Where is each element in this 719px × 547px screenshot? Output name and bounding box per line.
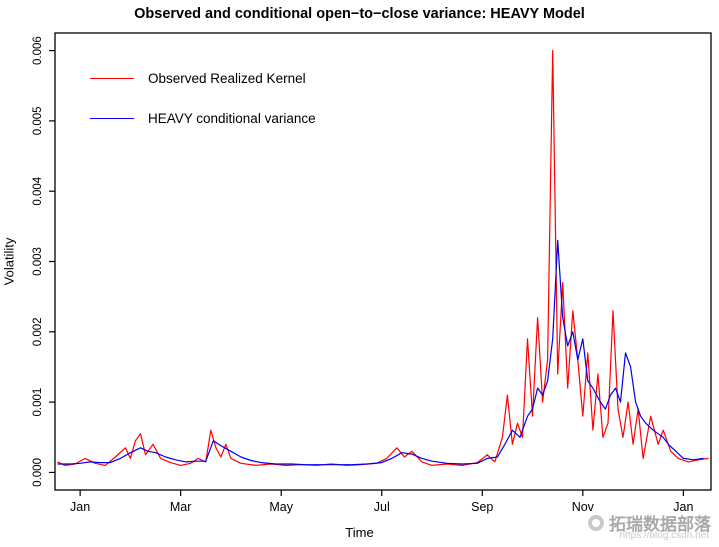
x-tick-label: Nov [572,500,595,514]
x-tick-label: May [269,500,293,514]
legend: Observed Realized Kernel HEAVY condition… [90,66,316,146]
x-tick-label: Jan [673,500,693,514]
y-tick-label: 0.001 [32,388,44,417]
x-tick-label: Jan [70,500,90,514]
y-tick-label: 0.005 [32,106,44,135]
series-line-heavy [57,239,704,466]
x-tick-label: Jul [374,500,390,514]
y-tick-label: 0.006 [32,36,44,65]
legend-item-heavy: HEAVY conditional variance [90,106,316,130]
y-axis-title: Volatility [1,237,17,286]
legend-line-blue-icon [90,117,134,119]
x-tick-label: Mar [170,500,192,514]
legend-item-observed: Observed Realized Kernel [90,66,316,90]
x-axis-title: Time [345,525,374,540]
legend-line-red-icon [90,77,134,79]
x-tick-label: Sep [471,500,493,514]
y-tick-label: 0.004 [32,176,44,205]
legend-label-heavy: HEAVY conditional variance [148,110,316,126]
y-tick-label: 0.002 [32,317,44,346]
y-tick-label: 0.000 [32,458,44,487]
chart-title: Observed and conditional open−to−close v… [134,6,585,22]
series-line-observed [57,49,709,466]
legend-label-observed: Observed Realized Kernel [148,70,306,86]
y-tick-label: 0.003 [32,247,44,276]
